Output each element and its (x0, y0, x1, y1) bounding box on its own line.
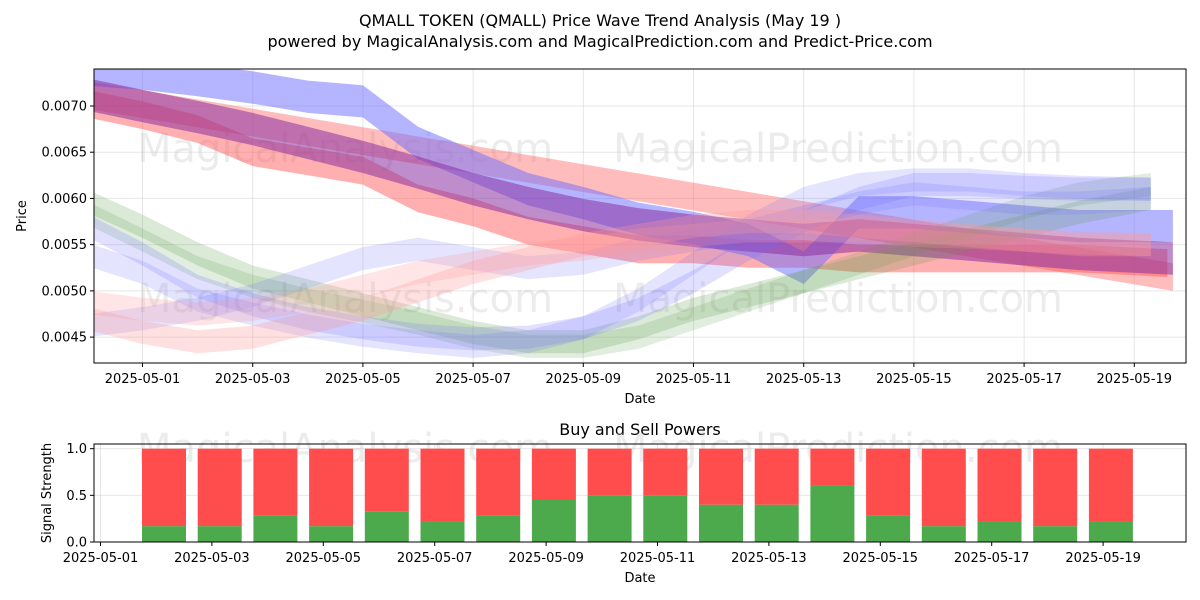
sell-power-bar (1033, 448, 1078, 527)
price-plot: MagicalAnalysis.com MagicalPrediction.co… (15, 68, 1187, 407)
sell-power-bar (921, 448, 966, 527)
buy-power-bar (977, 521, 1022, 542)
powers-y-axis-label: Signal Strength (40, 443, 55, 543)
sell-power-bar (643, 448, 688, 496)
powers-x-tick-label: 2025-05-19 (1065, 551, 1141, 566)
buy-power-bar (866, 515, 911, 542)
sell-power-bar (810, 448, 855, 486)
price-y-axis-label: Price (15, 200, 30, 232)
price-y-tick-label: 0.0055 (42, 238, 88, 253)
sell-power-bar (476, 448, 521, 516)
price-bands-clipped (94, 69, 1173, 358)
price-y-tick-label: 0.0050 (42, 284, 88, 299)
price-x-tick-label: 2025-05-01 (105, 372, 181, 387)
price-wave-band (94, 182, 1151, 337)
powers-x-tick-label: 2025-05-01 (63, 551, 139, 566)
watermark-analysis: MagicalAnalysis.com (137, 276, 553, 322)
powers-y-tick-label: 1.0 (66, 442, 87, 457)
powers-x-tick-label: 2025-05-15 (843, 551, 919, 566)
powers-y-ticks: 0.0 0.5 1.0 (66, 442, 94, 551)
buy-power-bar (309, 526, 354, 542)
price-y-tick-label: 0.0060 (42, 192, 88, 207)
powers-plot-frame (93, 443, 1187, 543)
sell-power-bar (1088, 448, 1133, 522)
watermark-prediction: MagicalPrediction.com (613, 276, 1063, 322)
price-wave-band (94, 210, 1151, 354)
price-x-tick-label: 2025-05-03 (215, 372, 291, 387)
buy-power-bar (420, 521, 465, 542)
sell-power-bar (754, 448, 799, 505)
powers-x-tick-label: 2025-05-17 (954, 551, 1030, 566)
sell-power-bar (142, 448, 186, 527)
sell-power-bar (309, 448, 354, 527)
powers-x-ticks: 2025-05-01 2025-05-03 2025-05-05 2025-05-07… (63, 542, 1141, 566)
price-x-tick-label: 2025-05-07 (435, 372, 511, 387)
buy-power-bar (921, 526, 966, 542)
watermark-prediction: MagicalPrediction.com (613, 126, 1063, 172)
price-x-tick-label: 2025-05-11 (656, 372, 732, 387)
price-x-tick-label: 2025-05-19 (1097, 372, 1173, 387)
price-x-tick-label: 2025-05-17 (986, 372, 1062, 387)
powers-x-tick-label: 2025-05-07 (397, 551, 473, 566)
powers-y-tick-label: 0.5 (66, 489, 87, 504)
price-wave-band (94, 219, 1151, 326)
powers-y-tick-label: 0.0 (66, 536, 87, 551)
sell-power-bar (977, 448, 1022, 522)
buy-power-bar (810, 485, 855, 542)
powers-x-tick-label: 2025-05-05 (286, 551, 362, 566)
powers-x-axis-label: Date (624, 571, 655, 586)
sell-power-bar (197, 448, 242, 527)
powers-x-tick-label: 2025-05-11 (620, 551, 696, 566)
sell-power-bar (587, 448, 632, 496)
price-x-tick-label: 2025-05-13 (766, 372, 842, 387)
price-wave-band (94, 173, 1151, 358)
buy-power-bar (1033, 526, 1078, 542)
powers-x-tick-label: 2025-05-03 (174, 551, 250, 566)
powers-x-tick-label: 2025-05-09 (508, 551, 584, 566)
price-wave-band (94, 79, 1173, 275)
sell-power-bar (253, 448, 298, 516)
buy-power-bar (142, 526, 186, 542)
price-bands (94, 69, 1173, 358)
price-x-ticks: 2025-05-01 2025-05-03 2025-05-05 2025-05-07… (105, 363, 1172, 387)
powers-plot: Buy and Sell Powers MagicalAnalysis.com … (40, 420, 1187, 586)
price-y-tick-label: 0.0045 (42, 331, 88, 346)
powers-title: Buy and Sell Powers (559, 420, 721, 439)
buy-power-bar (643, 495, 688, 542)
buy-power-bar (531, 500, 576, 542)
buy-power-bar (699, 504, 743, 542)
price-y-tick-label: 0.0065 (42, 146, 88, 161)
price-y-tick-label: 0.0070 (42, 99, 88, 114)
buy-power-bar (364, 511, 409, 542)
price-wave-band (94, 69, 1173, 284)
chart-title: QMALL TOKEN (QMALL) Price Wave Trend Ana… (359, 11, 841, 30)
sell-power-bar (364, 448, 409, 512)
chart-subtitle: powered by MagicalAnalysis.com and Magic… (267, 32, 932, 51)
price-wave-band (94, 186, 1151, 354)
price-x-axis-label: Date (624, 392, 655, 407)
price-wave-band (94, 173, 1151, 351)
price-x-tick-label: 2025-05-09 (546, 372, 622, 387)
buy-power-bar (197, 526, 242, 542)
buy-power-bar (476, 515, 521, 542)
buy-power-bar (754, 504, 799, 542)
sell-power-bar (420, 448, 465, 522)
price-plot-frame (93, 68, 1187, 364)
buy-power-bar (1088, 521, 1133, 542)
price-wave-band (94, 168, 1151, 358)
powers-x-tick-label: 2025-05-13 (731, 551, 807, 566)
buy-power-bar (253, 515, 298, 542)
sell-power-bar (699, 448, 743, 505)
buy-power-bar (587, 495, 632, 542)
price-x-tick-label: 2025-05-05 (325, 372, 401, 387)
price-x-tick-label: 2025-05-15 (876, 372, 952, 387)
sell-power-bar (531, 448, 576, 500)
sell-power-bar (866, 448, 911, 516)
price-y-ticks: 0.0045 0.0050 0.0055 0.0060 0.0065 0.0070 (42, 99, 94, 346)
powers-bars (142, 448, 1133, 542)
